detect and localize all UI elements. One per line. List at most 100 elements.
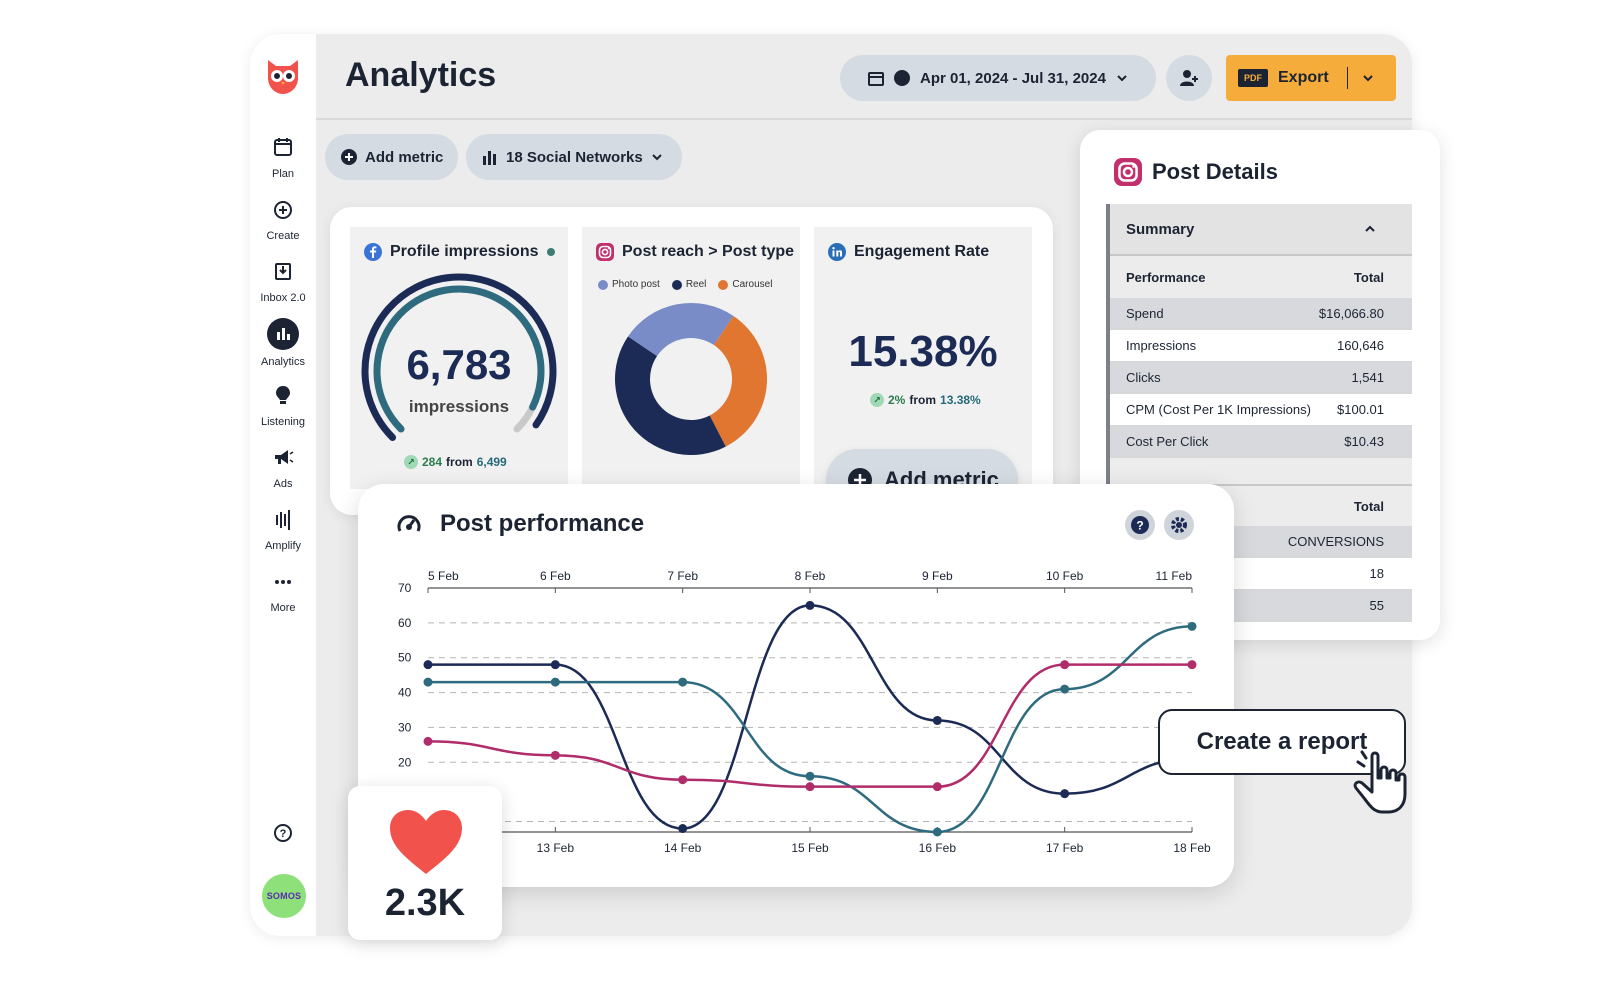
data-point xyxy=(423,677,433,687)
export-label: Export xyxy=(1278,69,1329,86)
x-tick-label-top: 11 Feb xyxy=(1156,569,1193,583)
facebook-icon xyxy=(364,243,382,261)
table-row: Cost Per Click $10.43 xyxy=(1110,426,1412,458)
legend-label: Carousel xyxy=(732,279,773,290)
owl-logo-icon[interactable] xyxy=(262,54,304,96)
row-value: 160,646 xyxy=(1337,338,1384,353)
help-icon: ? xyxy=(1131,516,1149,534)
x-tick-label-bottom: 13 Feb xyxy=(537,841,575,855)
svg-text:?: ? xyxy=(280,828,287,840)
export-button[interactable]: PDF Export xyxy=(1226,55,1396,101)
sidebar: Plan Create Inbox 2.0 Analytics xyxy=(250,34,316,936)
x-tick-label-bottom: 17 Feb xyxy=(1046,841,1084,855)
sidebar-item-plan[interactable]: Plan xyxy=(250,134,316,180)
x-tick-label-top: 10 Feb xyxy=(1046,569,1084,583)
data-point xyxy=(678,677,688,687)
settings-button[interactable] xyxy=(1164,510,1194,540)
data-point xyxy=(423,660,433,670)
legend-label: Photo post xyxy=(612,279,660,290)
data-point xyxy=(1060,789,1070,799)
card-title: Profile impressions xyxy=(364,243,555,261)
sidebar-item-more[interactable]: More xyxy=(250,568,316,614)
row-label: Clicks xyxy=(1126,370,1161,385)
x-tick-label-bottom: 15 Feb xyxy=(791,841,829,855)
post-performance-line-chart: 70 60 50 40 30 20 5 Feb 6 Feb 7 Feb 8 Feb 9 Feb 10 … xyxy=(398,569,1211,855)
sidebar-item-listening[interactable]: Listening xyxy=(250,382,316,428)
sidebar-item-label: Inbox 2.0 xyxy=(260,292,306,304)
impressions-value: 6,783 xyxy=(406,341,512,388)
gear-icon xyxy=(1171,517,1187,533)
impressions-gauge xyxy=(361,273,557,441)
series-line xyxy=(427,625,1193,834)
performance-gauge-icon xyxy=(397,515,421,532)
gauge-fill-arc xyxy=(373,285,545,433)
header-divider xyxy=(316,118,1412,120)
data-point xyxy=(1187,621,1197,631)
card-title-label: Profile impressions xyxy=(390,243,539,260)
data-point xyxy=(932,782,942,792)
sidebar-item-label: Create xyxy=(266,230,300,242)
data-point xyxy=(550,750,560,760)
row-value: 18 xyxy=(1369,566,1384,581)
impressions-unit: impressions xyxy=(408,397,510,416)
card-title-label: Engagement Rate xyxy=(854,243,990,260)
x-tick-label-bottom: 18 Feb xyxy=(1173,841,1211,855)
row-value: 55 xyxy=(1369,598,1384,613)
export-divider xyxy=(1346,67,1348,89)
x-tick-label-bottom: 16 Feb xyxy=(919,841,957,855)
help-icon[interactable]: ? xyxy=(272,822,294,844)
summary-label: Summary xyxy=(1126,220,1195,238)
create-report-button[interactable]: Create a report xyxy=(1158,709,1406,775)
sidebar-item-analytics[interactable]: Analytics xyxy=(250,318,316,368)
chevron-up-icon xyxy=(1365,225,1375,232)
date-range-label: Apr 01, 2024 - Jul 31, 2024 xyxy=(920,69,1106,87)
profile-impressions-card[interactable]: Profile impressions 6,783 impressions ↗ … xyxy=(350,227,568,489)
summary-accordion[interactable]: Summary xyxy=(1110,204,1412,256)
instagram-icon xyxy=(1114,158,1142,186)
instagram-icon xyxy=(596,243,614,261)
networks-label: 18 Social Networks xyxy=(506,148,643,166)
engagement-rate-card[interactable]: Engagement Rate 15.38% ↗ 2% from 13.38% xyxy=(814,227,1032,489)
card-title: Post reach > Post type xyxy=(596,243,794,261)
row-value: CONVERSIONS xyxy=(1287,534,1384,549)
date-range-picker[interactable]: Apr 01, 2024 - Jul 31, 2024 xyxy=(840,55,1156,101)
chevron-down-icon[interactable] xyxy=(1362,72,1374,84)
inbox-icon xyxy=(275,263,291,280)
likes-count: 2.3K xyxy=(384,882,466,924)
post-details-panel: Post Details Summary Performance Total S… xyxy=(1080,130,1440,640)
x-tick-label-top: 9 Feb xyxy=(922,569,953,583)
sidebar-item-ads[interactable]: Ads xyxy=(250,444,316,490)
column-header: Total xyxy=(1353,498,1384,514)
legend-item: Carousel xyxy=(718,279,772,290)
data-point xyxy=(423,736,433,746)
table-spacer xyxy=(1110,458,1412,486)
sidebar-item-create[interactable]: Create xyxy=(250,196,316,242)
trend-up-icon: ↗ xyxy=(404,455,418,469)
megaphone-icon xyxy=(275,450,294,464)
chart-legend: Photo post Reel Carousel xyxy=(598,279,772,290)
y-tick-label: 70 xyxy=(398,581,412,595)
post-performance-title-label: Post performance xyxy=(440,510,645,537)
avatar[interactable]: SOMOS xyxy=(262,874,306,918)
help-button[interactable]: ? xyxy=(1125,510,1155,540)
sidebar-item-inbox[interactable]: Inbox 2.0 xyxy=(250,258,316,304)
create-report-label: Create a report xyxy=(1196,728,1368,755)
row-value: 1,541 xyxy=(1351,370,1384,385)
table-row: Impressions 160,646 xyxy=(1110,330,1412,362)
data-point xyxy=(932,715,942,725)
bar-chart-icon xyxy=(483,151,496,165)
add-metric-button[interactable]: Add metric xyxy=(325,134,458,180)
data-point xyxy=(550,660,560,670)
post-reach-card[interactable]: Post reach > Post type Photo post Reel C… xyxy=(582,227,800,489)
calendar-icon xyxy=(274,138,292,156)
add-user-icon xyxy=(1180,70,1198,86)
hand-cursor-icon xyxy=(1353,750,1407,814)
column-header: Performance xyxy=(1126,269,1206,285)
status-dot-icon xyxy=(894,70,910,86)
add-user-button[interactable] xyxy=(1166,55,1212,101)
legend-item: Photo post xyxy=(598,279,660,290)
data-point xyxy=(1060,660,1070,670)
sidebar-item-amplify[interactable]: Amplify xyxy=(250,506,316,552)
sidebar-item-label: More xyxy=(270,602,296,614)
social-networks-dropdown[interactable]: 18 Social Networks xyxy=(466,134,682,180)
